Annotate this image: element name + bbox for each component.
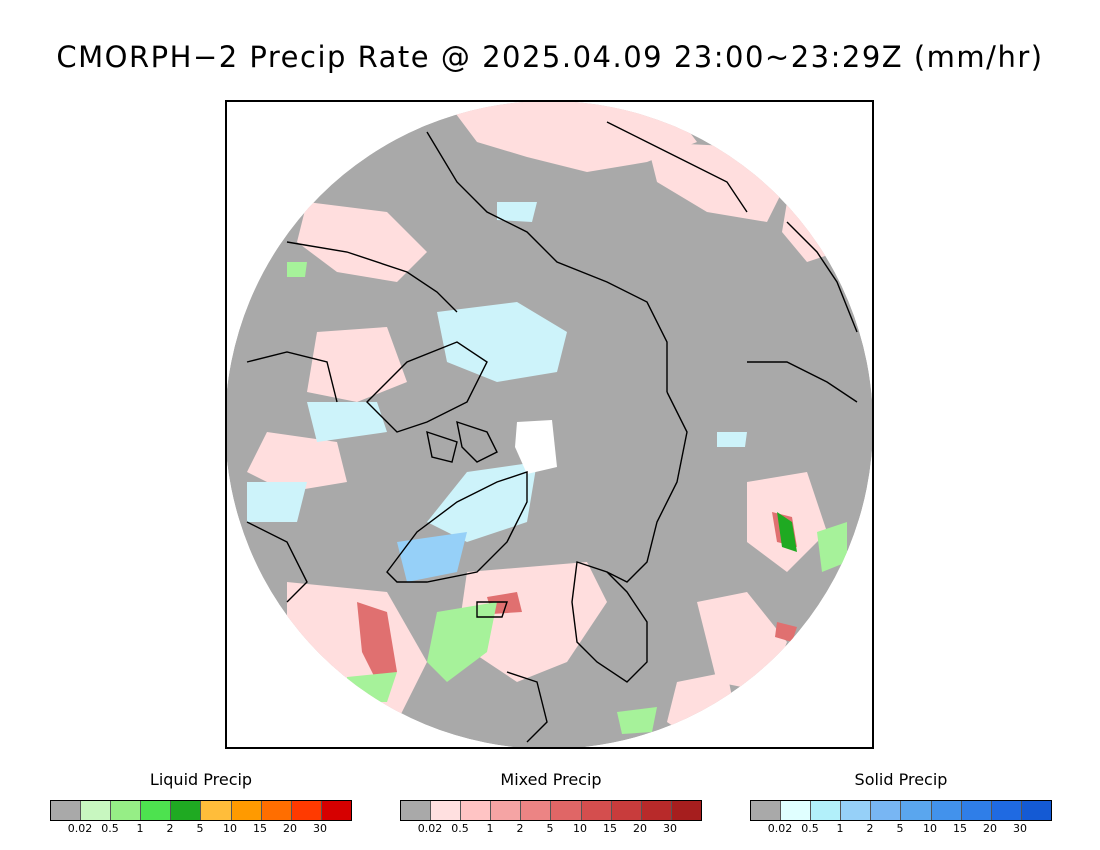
legend-tick-label: 10: [223, 822, 237, 835]
legend-tick-label: 30: [313, 822, 327, 835]
legend-swatch: [781, 801, 812, 820]
legend-tick-label: 30: [663, 822, 677, 835]
legend-tick-label: 2: [866, 822, 874, 835]
legend-swatch: [261, 801, 292, 820]
legend-swatch: [871, 801, 902, 820]
legend-swatch: [611, 801, 642, 820]
legend-tick-label: 0.02: [67, 822, 93, 835]
legend-swatch: [991, 801, 1022, 820]
color-bar: [750, 800, 1052, 821]
legend-swatch: [841, 801, 872, 820]
legend-swatch: [171, 801, 202, 820]
color-bar: [50, 800, 352, 821]
tick-labels: 0.02 0.5 1 2 5 10 15 20 30: [750, 822, 1052, 836]
map-frame: [225, 100, 874, 749]
legend-tick-label: 5: [196, 822, 204, 835]
legend-swatch: [961, 801, 992, 820]
legend-swatch: [141, 801, 172, 820]
legend-tick-label: 10: [923, 822, 937, 835]
legend-tick-label: 1: [486, 822, 494, 835]
solid-precip-heavy: [397, 532, 467, 582]
map-title: CMORPH−2 Precip Rate @ 2025.04.09 23:00~…: [56, 40, 1044, 74]
legend-swatch: [751, 801, 782, 820]
legend-title: Solid Precip: [854, 770, 948, 789]
north-pole-gap: [515, 420, 557, 474]
legend-swatch: [201, 801, 232, 820]
legend-swatch: [291, 801, 322, 820]
coastlines: [246, 121, 858, 743]
legend-swatch: [461, 801, 492, 820]
liquid-precip-areas: [287, 262, 847, 734]
legend-tick-label: 20: [983, 822, 997, 835]
legend-swatch: [931, 801, 962, 820]
legend-swatch: [321, 801, 351, 820]
tick-labels: 0.02 0.5 1 2 5 10 15 20 30: [50, 822, 352, 836]
legend-title: Liquid Precip: [149, 770, 253, 789]
legend-mixed: Mixed Precip 0.02 0.5 1 2 5 10 15 20 30: [400, 770, 702, 840]
legend-tick-label: 0.5: [801, 822, 819, 835]
legend-tick-label: 15: [603, 822, 617, 835]
legend-tick-label: 10: [573, 822, 587, 835]
legend-swatch: [491, 801, 522, 820]
legend-swatch: [111, 801, 142, 820]
legend-tick-label: 20: [633, 822, 647, 835]
legend-swatch: [401, 801, 432, 820]
legend-tick-label: 0.5: [451, 822, 469, 835]
legend-liquid: Liquid Precip 0.02 0.5 1 2 5 10 15 20 30: [50, 770, 352, 840]
polar-precip-map: [227, 102, 872, 747]
legend-tick-label: 1: [836, 822, 844, 835]
legend-tick-label: 0.5: [101, 822, 119, 835]
legend-tick-label: 0.02: [767, 822, 793, 835]
legend-tick-label: 15: [253, 822, 267, 835]
legend-swatch: [431, 801, 462, 820]
color-bar: [400, 800, 702, 821]
liquid-precip-heavy: [777, 512, 797, 552]
legend-swatch: [811, 801, 842, 820]
legend-solid: Solid Precip 0.02 0.5 1 2 5 10 15 20 30: [750, 770, 1052, 840]
legend-swatch: [641, 801, 672, 820]
legend-swatch: [231, 801, 262, 820]
legend-tick-label: 20: [283, 822, 297, 835]
legend-swatch: [1021, 801, 1051, 820]
legend-swatch: [51, 801, 82, 820]
legend-tick-label: 2: [166, 822, 174, 835]
legend-swatch: [671, 801, 701, 820]
legend-swatch: [901, 801, 932, 820]
solid-precip-areas: [247, 202, 747, 542]
legend-tick-label: 1: [136, 822, 144, 835]
legend-tick-label: 15: [953, 822, 967, 835]
tick-labels: 0.02 0.5 1 2 5 10 15 20 30: [400, 822, 702, 836]
legend-swatch: [581, 801, 612, 820]
legend-swatch: [81, 801, 112, 820]
legend-tick-label: 0.02: [417, 822, 443, 835]
legend-tick-label: 30: [1013, 822, 1027, 835]
legend-tick-label: 5: [546, 822, 554, 835]
legend-tick-label: 2: [516, 822, 524, 835]
legend-tick-label: 5: [896, 822, 904, 835]
legend-swatch: [521, 801, 552, 820]
legend-title: Mixed Precip: [500, 770, 602, 789]
legend-swatch: [551, 801, 582, 820]
